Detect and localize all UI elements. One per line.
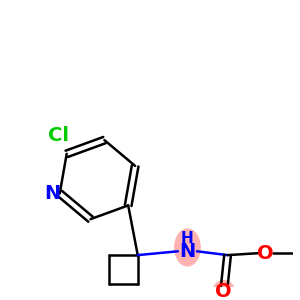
Text: H: H [181, 231, 194, 246]
Text: Cl: Cl [48, 126, 69, 145]
Ellipse shape [174, 228, 201, 267]
Ellipse shape [212, 280, 235, 300]
Text: N: N [44, 184, 60, 203]
Text: O: O [215, 282, 232, 300]
Text: N: N [179, 242, 196, 261]
Text: O: O [257, 244, 274, 263]
